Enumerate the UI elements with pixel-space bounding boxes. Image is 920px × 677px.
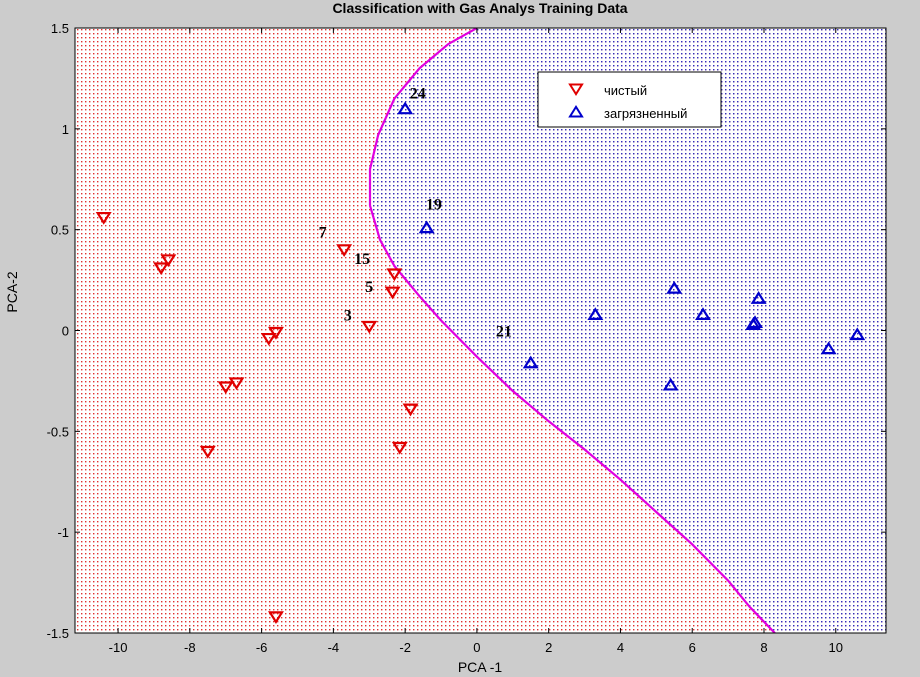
x-tick-label: 10 <box>829 640 843 655</box>
point-clean <box>402 403 419 417</box>
x-tick-label: 6 <box>689 640 696 655</box>
point-annotations: 24 19 7 15 53 21 <box>319 86 512 341</box>
point-polluted <box>820 341 837 355</box>
point-polluted <box>849 327 866 341</box>
point-polluted <box>418 220 435 234</box>
region-polluted <box>370 28 886 633</box>
point-clean <box>336 244 353 258</box>
point-clean <box>199 445 216 459</box>
x-tick-label: 0 <box>473 640 480 655</box>
y-axis: -1.5 -1 -0.5 0 0.5 1 1.5 <box>47 21 886 641</box>
point-polluted <box>666 280 683 294</box>
x-tick-label: -10 <box>109 640 128 655</box>
plot-area <box>74 27 887 634</box>
legend-box <box>537 71 722 128</box>
decision-boundary <box>368 28 776 633</box>
x-tick-label: 4 <box>617 640 624 655</box>
data-markers <box>95 101 866 625</box>
point-label: 7 <box>319 225 327 242</box>
point-clean <box>153 262 170 276</box>
x-tick-label: -2 <box>399 640 411 655</box>
point-clean <box>391 441 408 455</box>
point-clean <box>361 320 378 334</box>
point-label: 5 <box>365 279 373 296</box>
y-tick-label: 0.5 <box>51 223 69 238</box>
point-clean <box>267 611 284 625</box>
point-clean <box>267 326 284 340</box>
point-polluted <box>695 307 711 320</box>
point-clean <box>384 286 401 300</box>
point-polluted <box>747 315 764 329</box>
point-polluted <box>662 377 679 391</box>
point-label: 21 <box>496 324 512 341</box>
point-clean <box>386 268 403 282</box>
point-label: 19 <box>426 197 442 214</box>
point-clean <box>228 377 245 391</box>
legend-marker-polluted <box>568 105 584 118</box>
x-tick-label: -8 <box>184 640 196 655</box>
y-tick-label: -0.5 <box>47 424 69 439</box>
point-polluted <box>522 355 539 369</box>
legend-label-polluted: загрязненный <box>604 106 687 121</box>
y-tick-label: 1 <box>62 122 69 137</box>
legend-label-clean: чистый <box>604 83 647 98</box>
chart-title: Classification with Gas Analys Training … <box>332 0 627 16</box>
x-axis: -10 -8 -6 -4 -2 0 2 4 6 8 10 <box>109 28 843 655</box>
x-tick-label: 8 <box>760 640 767 655</box>
point-clean <box>160 254 177 268</box>
point-label: 3 <box>344 307 352 324</box>
x-tick-label: 2 <box>545 640 552 655</box>
point-clean <box>260 332 277 346</box>
point-polluted <box>750 291 767 304</box>
y-axis-label: PCA-2 <box>4 271 20 312</box>
point-clean <box>95 211 112 225</box>
x-axis-label: PCA -1 <box>458 659 503 675</box>
legend: чистый загрязненный <box>537 71 722 128</box>
point-polluted <box>587 307 604 320</box>
x-tick-label: -6 <box>256 640 268 655</box>
y-tick-label: -1.5 <box>47 626 69 641</box>
point-polluted <box>397 101 414 115</box>
y-tick-label: -1 <box>57 525 69 540</box>
x-tick-label: -4 <box>328 640 340 655</box>
y-tick-label: 1.5 <box>51 21 69 36</box>
point-label: 24 <box>410 86 426 103</box>
y-tick-label: 0 <box>62 324 69 339</box>
point-clean <box>217 381 234 395</box>
legend-marker-clean <box>568 83 584 96</box>
point-label: 15 <box>354 251 370 268</box>
